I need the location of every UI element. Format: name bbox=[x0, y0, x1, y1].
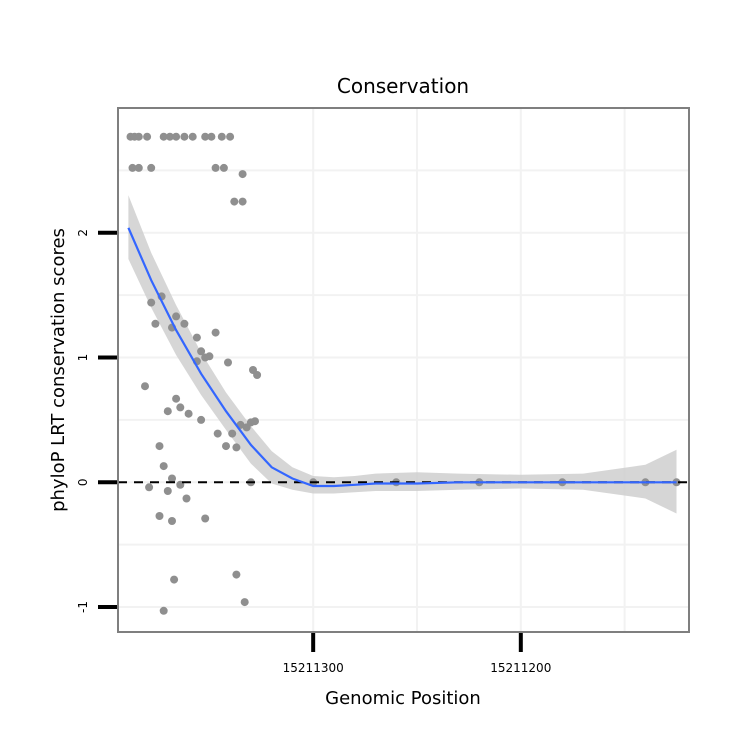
data-point bbox=[168, 517, 176, 525]
data-point bbox=[230, 197, 239, 206]
y-axis: -1 0 1 2 bbox=[76, 229, 117, 613]
data-point bbox=[232, 443, 241, 452]
data-point bbox=[217, 132, 226, 141]
data-point bbox=[159, 606, 168, 615]
data-point bbox=[226, 132, 235, 141]
data-point bbox=[176, 403, 185, 412]
data-point bbox=[219, 163, 228, 172]
data-point bbox=[172, 312, 181, 321]
data-point bbox=[134, 132, 143, 141]
data-point bbox=[128, 163, 137, 172]
data-point bbox=[240, 598, 249, 607]
x-tick-label: 15211200 bbox=[490, 661, 551, 675]
chart-title: Conservation bbox=[337, 74, 469, 98]
data-point bbox=[207, 132, 216, 141]
data-point bbox=[201, 514, 210, 523]
smooth-trend-line bbox=[127, 227, 677, 488]
data-point bbox=[163, 487, 172, 495]
data-point bbox=[180, 132, 189, 141]
y-axis-title: phyloP LRT conservation scores bbox=[48, 228, 69, 512]
data-point bbox=[180, 319, 189, 328]
data-point bbox=[155, 442, 164, 451]
data-point bbox=[159, 462, 168, 471]
data-point bbox=[182, 494, 191, 503]
data-point bbox=[188, 132, 197, 141]
data-point bbox=[224, 358, 232, 367]
data-point bbox=[222, 442, 230, 451]
data-point bbox=[211, 328, 220, 337]
data-point bbox=[163, 407, 172, 416]
data-point bbox=[197, 347, 206, 356]
data-point bbox=[134, 163, 143, 172]
data-point bbox=[213, 429, 222, 438]
plot-border bbox=[117, 107, 690, 633]
data-point bbox=[238, 197, 247, 206]
data-point bbox=[170, 575, 179, 584]
data-point bbox=[151, 319, 160, 328]
x-axis-title: Genomic Position bbox=[325, 688, 481, 709]
y-tick-label: 2 bbox=[76, 229, 90, 237]
data-point bbox=[165, 132, 174, 141]
data-point bbox=[205, 352, 214, 361]
data-point bbox=[172, 132, 181, 141]
data-point bbox=[145, 483, 154, 492]
data-point bbox=[201, 132, 210, 141]
data-point bbox=[172, 394, 181, 403]
data-point bbox=[147, 163, 156, 172]
data-point bbox=[228, 429, 237, 438]
data-point bbox=[143, 132, 152, 141]
data-point bbox=[251, 417, 259, 426]
data-point bbox=[155, 512, 164, 520]
data-point bbox=[147, 298, 156, 307]
data-point bbox=[141, 382, 149, 391]
data-point bbox=[168, 474, 176, 483]
data-point bbox=[253, 371, 262, 379]
y-tick-label: 1 bbox=[76, 354, 90, 362]
data-point bbox=[159, 132, 168, 141]
x-axis: 15211300 15211200 bbox=[283, 633, 551, 675]
data-point bbox=[197, 415, 206, 424]
data-point bbox=[238, 170, 247, 179]
y-tick-label: 0 bbox=[76, 478, 90, 486]
data-point bbox=[184, 409, 193, 418]
data-point bbox=[232, 570, 241, 579]
y-tick-label: -1 bbox=[76, 601, 90, 613]
x-tick-label: 15211300 bbox=[283, 661, 344, 675]
data-point bbox=[192, 333, 201, 342]
data-points bbox=[126, 132, 681, 615]
data-point bbox=[211, 163, 220, 172]
